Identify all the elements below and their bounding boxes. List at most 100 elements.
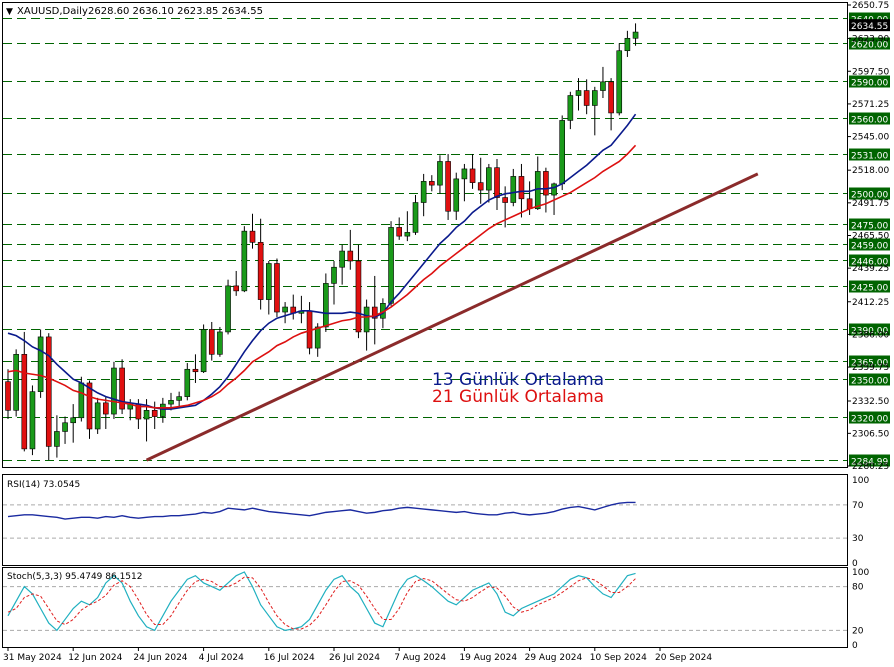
candle-bull xyxy=(282,306,288,313)
level-tag xyxy=(849,238,890,251)
candle-bull xyxy=(591,90,598,106)
ma13-line xyxy=(7,113,637,410)
level-tag xyxy=(849,411,890,424)
x-tick-label: 24 Jun 2024 xyxy=(133,653,187,663)
candle-bear xyxy=(371,306,378,319)
candle-bull xyxy=(453,178,460,212)
x-tick-label: 29 Aug 2024 xyxy=(525,653,583,663)
candle-bear xyxy=(5,381,11,411)
stochastic-indicator: 100 80 20 0 xyxy=(3,568,869,651)
candle-bull xyxy=(176,396,182,401)
candle-bull xyxy=(600,81,606,91)
rsi-tick-label: 100 xyxy=(852,476,869,486)
rsi-title: RSI(14) 73.0545 xyxy=(7,480,80,490)
candle-bear xyxy=(151,410,158,417)
level-label: 2620.00 xyxy=(851,41,888,51)
rsi-indicator: 100 70 30 0 xyxy=(3,476,869,569)
candle-bear xyxy=(526,198,533,210)
candle-bull xyxy=(143,410,150,420)
candle-bear xyxy=(347,250,354,262)
candle-bull xyxy=(624,37,631,52)
candle-bull xyxy=(13,354,19,411)
candle-bear xyxy=(543,171,549,196)
level-label: 2425.00 xyxy=(851,284,888,294)
candle-bull xyxy=(461,168,468,180)
level-tag xyxy=(849,254,890,267)
y-tick-label: 2439.25 xyxy=(852,264,889,274)
candle-bear xyxy=(103,402,109,415)
y-tick-label: 2412.25 xyxy=(852,298,889,308)
x-tick-label: 12 Jun 2024 xyxy=(68,653,122,663)
current-price-tag xyxy=(849,19,890,32)
candle-bull xyxy=(616,50,623,114)
level-label: 2590.00 xyxy=(851,79,888,89)
stoch-tick-label: 80 xyxy=(852,583,864,593)
level-tag xyxy=(849,187,890,200)
candle-bear xyxy=(445,161,451,212)
symbol-label: XAUUSD,Daily xyxy=(17,6,88,17)
candle-bear xyxy=(249,230,256,243)
candle-bear xyxy=(233,285,239,292)
candle-bull xyxy=(404,232,411,237)
stoch-title: Stoch(5,3,3) 95.4749 86.1512 xyxy=(7,572,142,582)
candle-bear xyxy=(518,176,525,200)
candle-bear xyxy=(119,367,125,410)
candle-bull xyxy=(184,368,191,397)
time-axis: 31 May 2024 12 Jun 2024 24 Jun 2024 4 Jul 2… xyxy=(3,647,712,663)
candle-bull xyxy=(70,417,76,424)
candle-bear xyxy=(469,168,476,183)
y-tick-label: 2359.75 xyxy=(852,363,889,373)
rsi-tick-label: 0 xyxy=(852,559,858,569)
candle-bear xyxy=(257,242,264,300)
level-label: 2459.00 xyxy=(851,242,888,252)
candle-bull xyxy=(486,167,492,191)
candle-bull xyxy=(160,403,166,417)
candle-bear xyxy=(608,81,614,114)
x-tick-label: 20 Sep 2024 xyxy=(655,653,712,663)
stoch-signal-line xyxy=(7,576,636,630)
candle-bull xyxy=(437,161,443,186)
candle-bull xyxy=(388,227,394,304)
candle-bear xyxy=(192,368,199,373)
candle-bull xyxy=(575,90,582,96)
candle-bull xyxy=(37,336,44,392)
y-tick-label: 2597.50 xyxy=(852,67,889,77)
candle-bull xyxy=(62,422,68,432)
x-tick-label: 4 Jul 2024 xyxy=(199,653,244,663)
candle-bull xyxy=(412,202,419,233)
y-tick-label: 2650.75 xyxy=(852,1,889,11)
candle-bear xyxy=(494,167,500,198)
y-tick-label: 2465.50 xyxy=(852,232,889,242)
candle-bull xyxy=(567,95,574,121)
candle-bull xyxy=(314,326,321,349)
y-tick-label: 2571.25 xyxy=(852,100,889,110)
level-label: 2446.00 xyxy=(851,258,888,268)
candle-bull xyxy=(200,329,207,373)
y-tick-label: 2386.00 xyxy=(852,330,889,340)
candle-bear xyxy=(86,382,93,430)
stoch-tick-label: 0 xyxy=(852,641,858,651)
stoch-tick-label: 20 xyxy=(852,626,864,636)
candle-bear xyxy=(21,354,28,450)
candle-bull xyxy=(29,391,36,450)
candle-bear xyxy=(583,90,590,106)
x-tick-label: 31 May 2024 xyxy=(3,653,62,663)
x-tick-label: 10 Sep 2024 xyxy=(590,653,647,663)
level-tag xyxy=(849,323,890,336)
candle-bear xyxy=(396,227,403,237)
y-tick-label: 2491.75 xyxy=(852,199,889,209)
candle-bull xyxy=(632,31,639,39)
candle-bull xyxy=(559,120,566,185)
collapse-arrow-icon[interactable]: ▼ xyxy=(6,7,13,17)
level-label: 2475.00 xyxy=(851,222,888,232)
candle-bull xyxy=(420,181,427,203)
x-tick-label: 19 Aug 2024 xyxy=(459,653,517,663)
moving-averages xyxy=(7,113,637,410)
stoch-tick-label: 100 xyxy=(852,568,869,578)
candle-bull xyxy=(78,382,85,419)
candle-bull xyxy=(168,400,174,405)
candle-bull xyxy=(510,176,517,203)
level-label: 2350.00 xyxy=(851,377,888,387)
candle-bear xyxy=(208,329,215,355)
candle-bear xyxy=(45,336,52,447)
